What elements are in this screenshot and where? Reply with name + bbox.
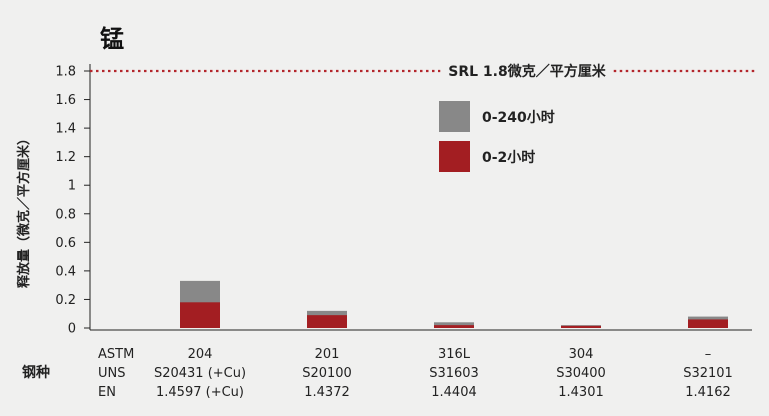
legend-swatch-0-2h — [439, 141, 470, 172]
steel-grade-label: 钢种 — [22, 364, 50, 381]
row-label-en: EN — [98, 385, 116, 400]
grade-astm-label: 201 — [315, 347, 340, 362]
row-label-uns: UNS — [98, 366, 126, 381]
bar-0-2h-204 — [180, 302, 220, 328]
y-tick-label: 0.8 — [55, 207, 76, 222]
bar-0-2h-304 — [561, 325, 601, 328]
grade-uns-label: S20431 (+Cu) — [154, 366, 246, 381]
legend-label-0-2h: 0-2小时 — [482, 149, 535, 166]
grade-uns-label: S31603 — [429, 366, 479, 381]
y-tick-label: 1.2 — [55, 150, 76, 165]
bars — [180, 280, 728, 328]
y-tick-label: 1.6 — [55, 93, 76, 108]
chart-title: 锰 — [100, 25, 124, 53]
legend-label-0-240h: 0-240小时 — [482, 109, 555, 126]
grade-astm-label: – — [705, 347, 712, 362]
grade-en-label: 1.4404 — [431, 385, 477, 400]
grade-en-label: 1.4372 — [304, 385, 350, 400]
legend-swatch-0-240h — [439, 101, 470, 132]
bar-0-2h-– — [688, 319, 728, 328]
y-tick-label: 1 — [68, 179, 76, 194]
grade-astm-label: 304 — [569, 347, 594, 362]
grade-uns-label: S30400 — [556, 366, 606, 381]
y-tick-label: 0.2 — [55, 293, 76, 308]
grade-astm-label: 316L — [438, 347, 471, 362]
y-axis-label: 释放量（微克／平方厘米） — [16, 132, 32, 288]
grade-uns-label: S20100 — [302, 366, 352, 381]
y-tick-label: 0.6 — [55, 236, 76, 251]
row-label-astm: ASTM — [98, 347, 134, 362]
y-axis-ticks: 0 0.2 0.4 0.6 0.8 1 1.2 1.4 1.6 1.8 — [55, 65, 90, 337]
grade-en-label: 1.4301 — [558, 385, 604, 400]
bar-0-2h-201 — [307, 315, 347, 328]
y-tick-label: 1.4 — [55, 122, 76, 137]
grade-en-label: 1.4162 — [685, 385, 731, 400]
grade-astm-label: 204 — [188, 347, 213, 362]
grade-en-label: 1.4597 (+Cu) — [156, 385, 244, 400]
srl-reference-label: SRL 1.8微克／平方厘米 — [448, 63, 606, 80]
y-tick-label: 1.8 — [55, 65, 76, 80]
legend: 0-240小时 0-2小时 — [439, 101, 555, 172]
y-tick-label: 0.4 — [55, 264, 76, 279]
bar-0-2h-316L — [434, 325, 474, 328]
grade-labels: 204 S20431 (+Cu) 1.4597 (+Cu) 201 S20100 1.43… — [154, 347, 733, 400]
y-tick-label: 0 — [68, 322, 76, 337]
grade-uns-label: S32101 — [683, 366, 733, 381]
